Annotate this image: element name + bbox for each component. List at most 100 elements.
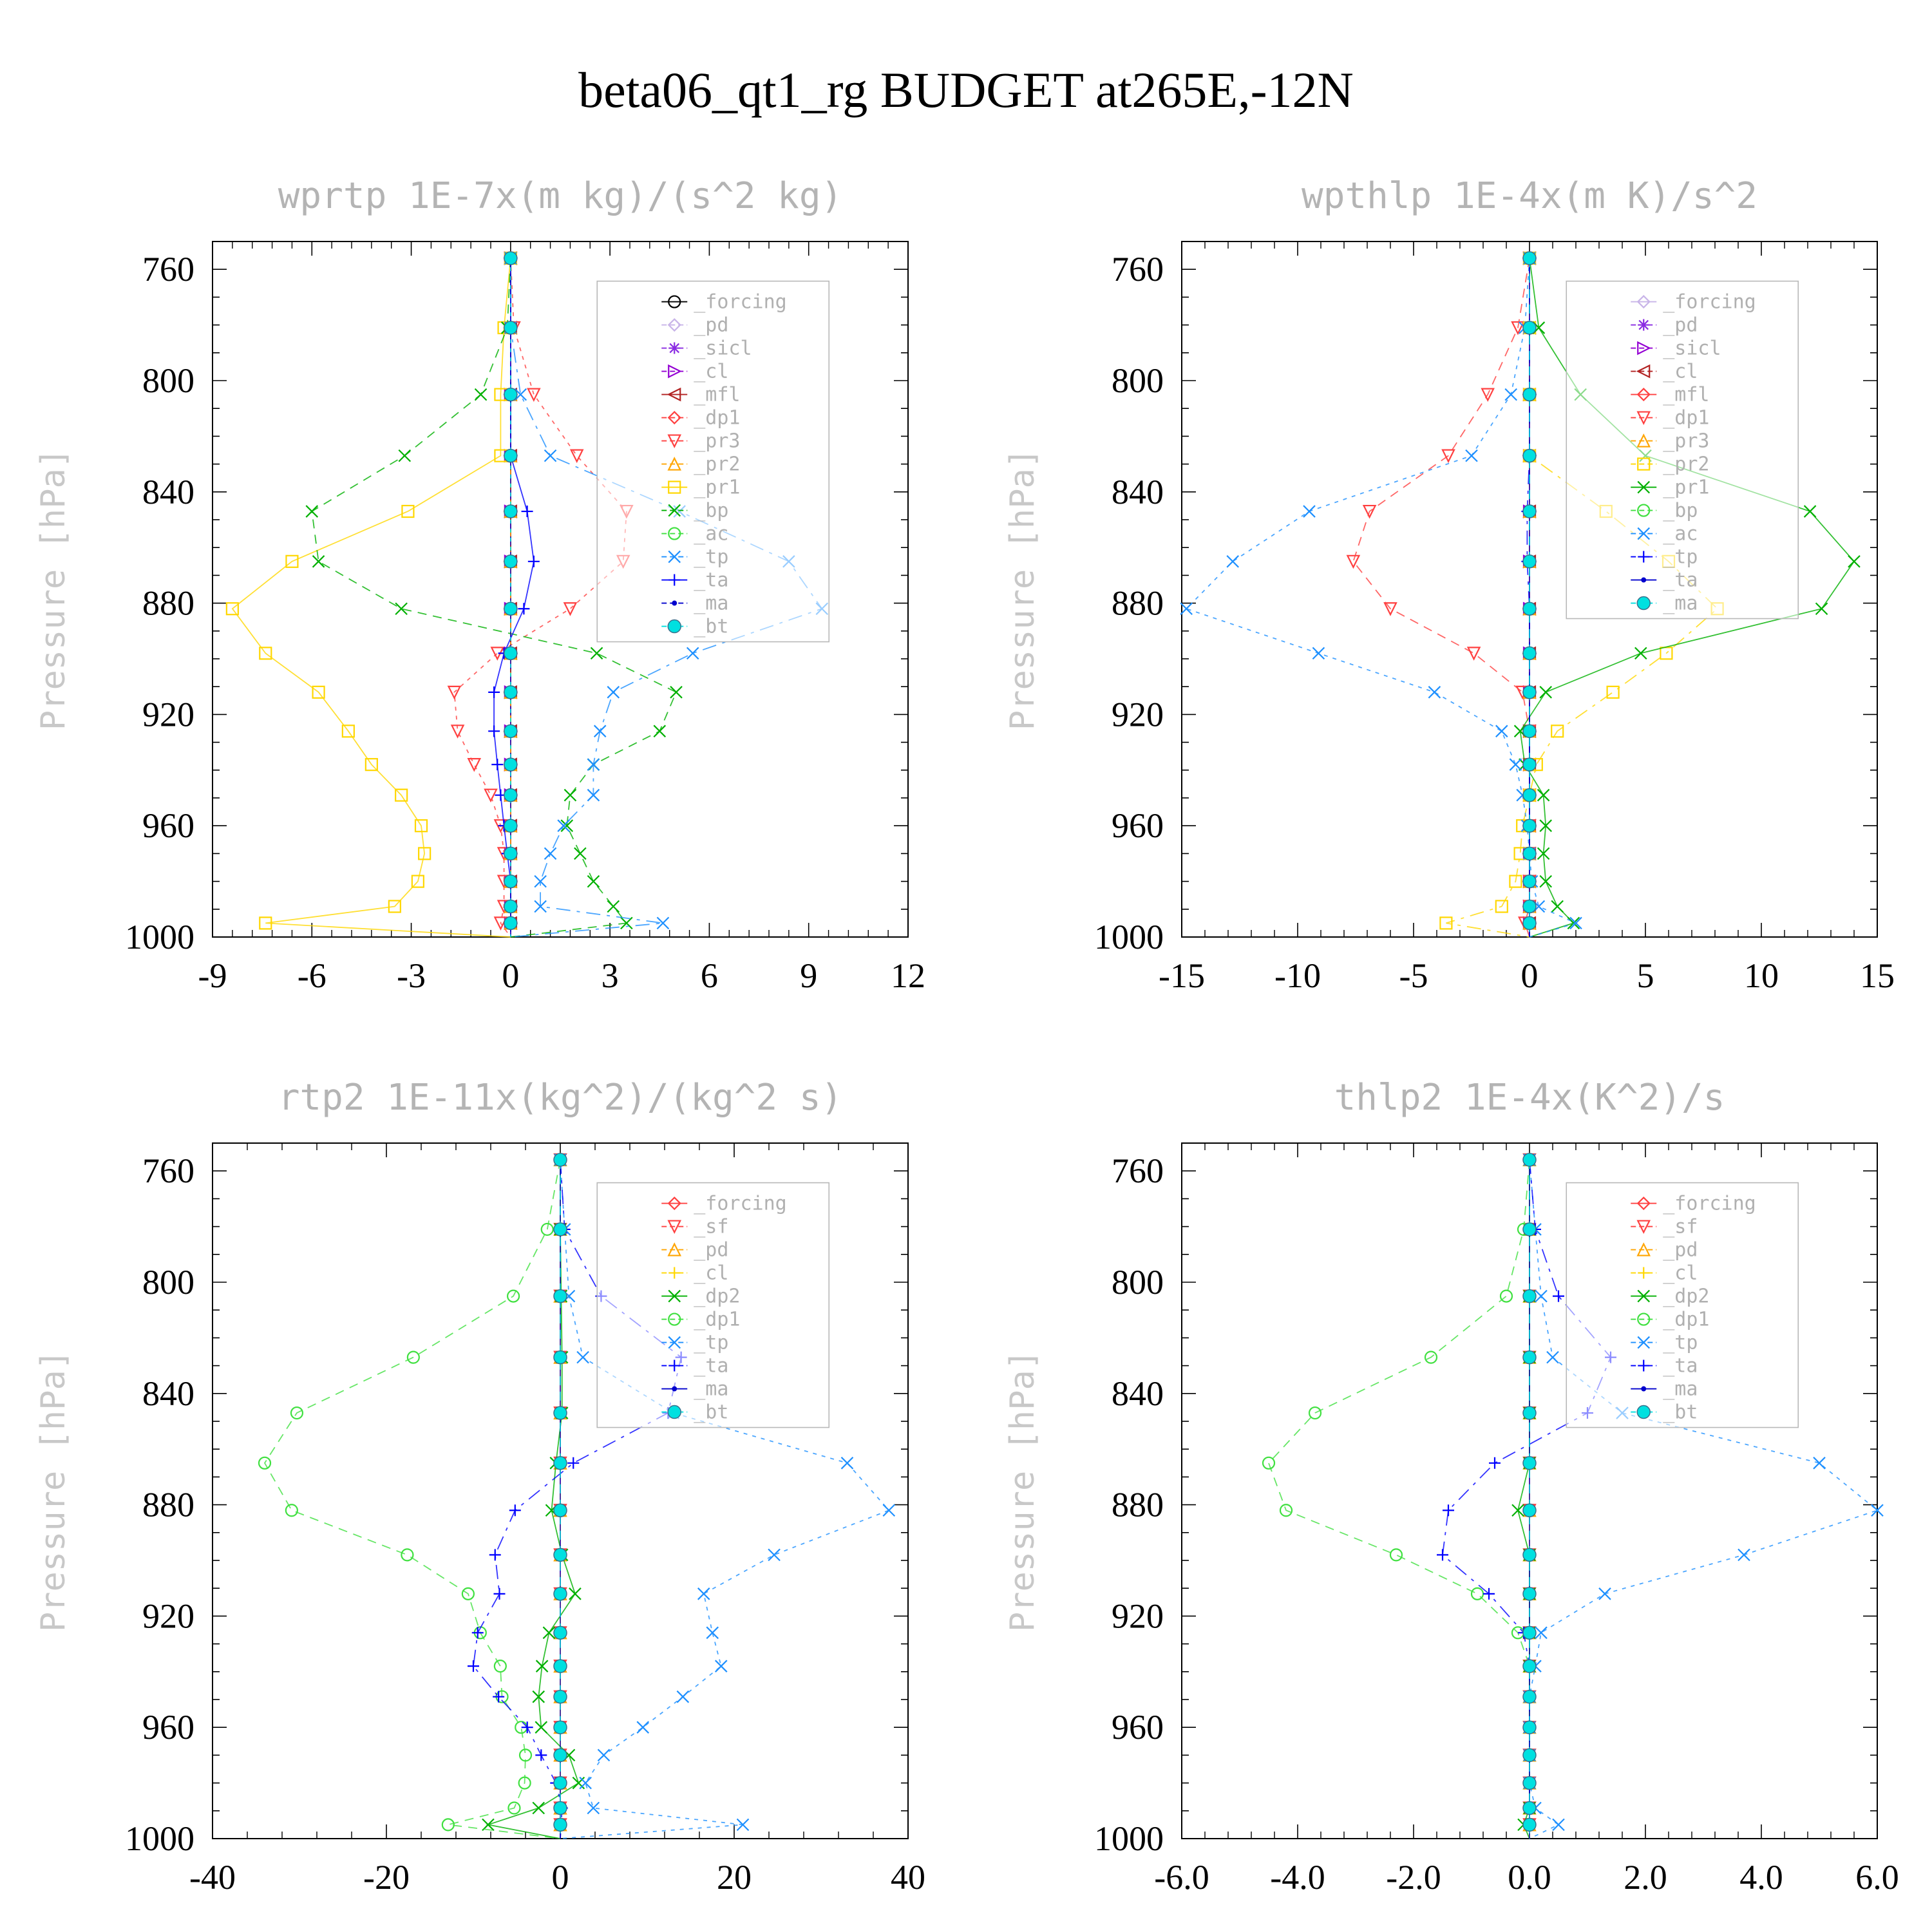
data-point xyxy=(509,1504,521,1517)
data-point xyxy=(285,1504,298,1517)
panel-title: rtp2 1E-11x(kg^2)/(kg^2 s) xyxy=(278,1077,843,1119)
data-point xyxy=(1308,1406,1322,1420)
data-point xyxy=(1522,1503,1537,1517)
data-point xyxy=(1262,1456,1276,1470)
data-point xyxy=(553,1817,567,1832)
data-point xyxy=(461,1587,475,1600)
legend-label: _pr2 xyxy=(694,453,740,476)
legend-entry: _dp1 xyxy=(661,407,740,430)
data-point xyxy=(1815,602,1828,616)
legend-entry: _bp xyxy=(1631,500,1698,522)
legend-marker xyxy=(1638,1267,1650,1279)
legend-label: _pd xyxy=(694,314,728,337)
legend-label: _dp1 xyxy=(1663,407,1709,430)
x-tick-label: 0 xyxy=(552,1858,569,1897)
legend-entry: _tp xyxy=(661,1332,728,1354)
data-point xyxy=(553,1222,567,1236)
data-point xyxy=(518,1748,533,1762)
data-point xyxy=(1180,602,1193,616)
data-point xyxy=(620,916,633,930)
data-point xyxy=(1522,685,1537,699)
legend-label: _bt xyxy=(694,616,728,638)
legend-label: _dp2 xyxy=(1663,1285,1709,1308)
data-point xyxy=(553,1587,567,1601)
legend-entry: _sicl xyxy=(661,337,752,360)
data-point xyxy=(1511,1504,1524,1517)
data-point xyxy=(1537,847,1550,860)
legend-label: _ta xyxy=(1663,569,1698,592)
legend-box xyxy=(596,1182,830,1428)
series-line xyxy=(1185,258,1578,938)
y-tick-label: 840 xyxy=(1112,1374,1164,1413)
data-point xyxy=(504,846,518,861)
panel-1: wprtp 1E-7x(m kg)/(s^2 kg) Pressure [hPa]… xyxy=(34,175,925,995)
data-point xyxy=(1439,916,1453,930)
data-point xyxy=(414,819,428,833)
data-point xyxy=(579,1776,592,1790)
data-point xyxy=(504,819,518,833)
data-point xyxy=(312,685,325,699)
legend-marker xyxy=(668,1267,681,1279)
data-point xyxy=(840,1457,854,1470)
data-point xyxy=(1522,1587,1537,1601)
legend-entry: _sf xyxy=(661,1216,728,1238)
data-point xyxy=(544,847,557,860)
x-tick-label: 15 xyxy=(1860,956,1895,995)
data-point xyxy=(1383,602,1397,616)
legend-marker xyxy=(667,387,681,402)
legend-label: _cl xyxy=(1663,361,1698,383)
legend-entry: _dp2 xyxy=(1631,1285,1709,1308)
legend-entry: _tp xyxy=(1631,1332,1698,1354)
legend-label: _dp1 xyxy=(694,1309,740,1331)
legend-entry: _pr1 xyxy=(1631,477,1709,499)
y-tick-label: 1000 xyxy=(1094,918,1164,956)
legend-label: _sicl xyxy=(1663,337,1721,360)
data-point xyxy=(1522,1625,1537,1640)
legend-label: _bt xyxy=(1663,1401,1698,1424)
legend-marker xyxy=(1636,1197,1651,1211)
panel-2: wpthlp 1E-4x(m K)/s^2 Pressure [hPa] 760 80… xyxy=(1003,175,1895,995)
data-point xyxy=(676,1690,690,1703)
x-tick-label: -2.0 xyxy=(1386,1858,1441,1897)
y-tick-label: 1000 xyxy=(125,1819,194,1858)
x-tick-label: -6 xyxy=(298,956,327,995)
legend-marker xyxy=(1637,480,1651,494)
data-point xyxy=(544,449,557,462)
legend-entry: _ac xyxy=(661,523,728,545)
series-ac xyxy=(1180,252,1582,938)
data-point xyxy=(1551,724,1564,738)
legend-entry: _pr3 xyxy=(1631,430,1709,453)
legend-entry: _cl xyxy=(1631,361,1698,383)
data-point xyxy=(1522,321,1537,335)
legend-entry: _ma xyxy=(661,592,728,615)
data-point xyxy=(514,388,527,401)
legend-marker xyxy=(1636,1405,1651,1419)
data-point xyxy=(569,449,584,464)
data-point xyxy=(474,388,488,401)
series-line xyxy=(453,258,627,938)
data-point xyxy=(1522,1222,1537,1236)
legend-marker xyxy=(667,1197,681,1211)
series-line xyxy=(231,258,511,938)
legend-marker xyxy=(668,504,681,517)
data-point xyxy=(305,505,319,518)
data-point xyxy=(560,819,574,832)
series-line xyxy=(311,258,677,938)
legend-marker xyxy=(1636,596,1651,611)
y-axis-label: Pressure [hPa] xyxy=(34,1350,73,1632)
data-point xyxy=(607,686,620,699)
data-point xyxy=(1567,916,1580,930)
legend: _forcing_sf_pd_cl_dp2_dp1_tp_ta_ma_bt xyxy=(1566,1182,1799,1428)
data-point xyxy=(1569,916,1582,930)
legend-entry: _pd xyxy=(661,1239,728,1262)
data-point xyxy=(365,758,378,772)
data-point xyxy=(1522,1289,1537,1303)
data-point xyxy=(553,1456,567,1470)
legend-label: _tp xyxy=(694,546,728,569)
legend-marker xyxy=(1636,364,1651,379)
data-point xyxy=(1598,1587,1611,1600)
data-point xyxy=(1522,874,1537,889)
legend-marker xyxy=(672,600,677,606)
legend-entry: _pr1 xyxy=(661,477,740,499)
legend-marker xyxy=(1636,388,1651,402)
